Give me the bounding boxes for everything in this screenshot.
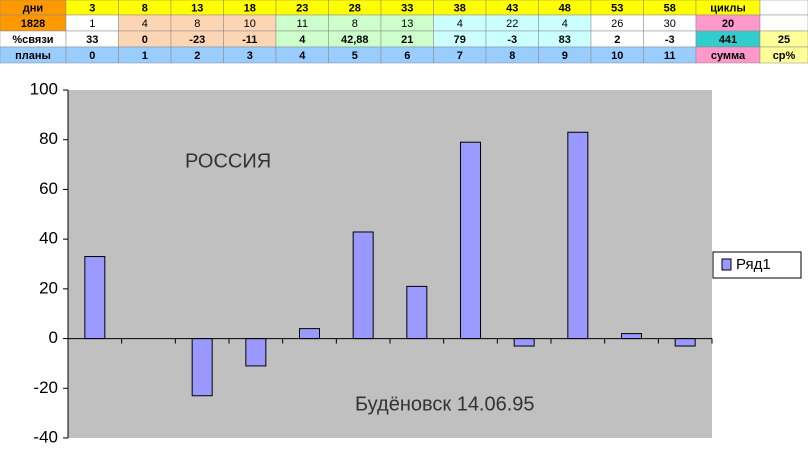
bar (567, 131, 589, 340)
table-text: -3 (507, 34, 517, 46)
bar (460, 141, 481, 340)
annotation: Будёновск 14.06.95 (355, 393, 535, 415)
table-text: 5 (352, 50, 358, 62)
table-text: 18 (244, 2, 256, 14)
table-text: 0 (89, 50, 95, 62)
table-text: -23 (189, 34, 205, 46)
y-tick-label: 0 (49, 328, 58, 347)
table-text: 8 (352, 18, 358, 30)
table-text: дни (23, 2, 43, 14)
bar (621, 333, 642, 340)
y-tick-label: -40 (33, 427, 58, 446)
table-cell (759, 0, 808, 16)
table-text: 9 (562, 50, 568, 62)
table-text: 53 (611, 2, 623, 14)
bar (245, 338, 267, 367)
table-text: 441 (719, 34, 737, 46)
annotation: РОССИЯ (185, 150, 271, 172)
table-text: 10 (611, 50, 623, 62)
table-text: %связи (12, 34, 53, 46)
y-tick-label: 60 (39, 179, 58, 198)
y-tick-label: 20 (39, 278, 58, 297)
table-text: 1 (89, 18, 95, 30)
legend-swatch (721, 258, 732, 271)
table-text: 1828 (21, 18, 45, 30)
plot-area (68, 90, 712, 438)
table-text: 20 (722, 18, 734, 30)
table-text: 3 (247, 50, 253, 62)
table-text: 13 (191, 2, 203, 14)
table-text: 8 (194, 18, 200, 30)
table-text: 42,88 (341, 34, 369, 46)
table-text: -3 (665, 34, 675, 46)
table-text: 33 (401, 2, 413, 14)
table-text: 23 (296, 2, 308, 14)
bar (513, 338, 535, 347)
table-text: 2 (194, 50, 200, 62)
table-text: 38 (454, 2, 466, 14)
y-tick-label: 40 (39, 229, 58, 248)
table-text: 83 (559, 34, 571, 46)
table-text: 6 (404, 50, 410, 62)
y-tick-label: -20 (33, 378, 58, 397)
table-text: ср% (773, 50, 796, 62)
table-cell (759, 14, 808, 32)
table-text: 28 (349, 2, 361, 14)
table-text: 26 (611, 18, 623, 30)
table-text: 79 (454, 34, 466, 46)
table-cell (759, 46, 808, 64)
bar (84, 256, 106, 340)
bar (191, 338, 213, 397)
table-text: 43 (506, 2, 518, 14)
table-text: 11 (297, 18, 308, 30)
table-text: 48 (559, 2, 571, 14)
table-text: сумма (711, 50, 746, 62)
bar (299, 328, 320, 340)
y-tick-label: 80 (39, 129, 58, 148)
table-text: планы (15, 50, 51, 62)
table-text: 8 (142, 2, 148, 14)
bar (352, 231, 374, 340)
table-text: 7 (457, 50, 463, 62)
table-text: 0 (142, 34, 148, 46)
table-text: 3 (89, 2, 95, 14)
table-text: 1 (142, 50, 148, 62)
table-text: 21 (401, 34, 413, 46)
table-text: 30 (664, 18, 676, 30)
table-text: 4 (457, 18, 463, 30)
bar (674, 338, 696, 347)
table-text: 10 (244, 18, 256, 30)
table-text: 4 (299, 50, 306, 62)
table-text: 22 (506, 18, 518, 30)
bar (406, 285, 428, 340)
table-text: 58 (664, 2, 676, 14)
table-text: 8 (509, 50, 515, 62)
table-text: 25 (778, 34, 790, 46)
table-text: 4 (562, 18, 568, 30)
table-text: 13 (401, 18, 413, 30)
table-text: 11 (664, 50, 676, 62)
table-text: 4 (299, 34, 306, 46)
table-text: 2 (614, 34, 620, 46)
table-text: -11 (242, 34, 257, 46)
table-text: 33 (86, 34, 98, 46)
table-text: циклы (710, 2, 746, 14)
y-tick-label: 100 (30, 79, 58, 98)
table-text: 4 (142, 18, 148, 30)
legend-label: Ряд1 (736, 256, 771, 273)
